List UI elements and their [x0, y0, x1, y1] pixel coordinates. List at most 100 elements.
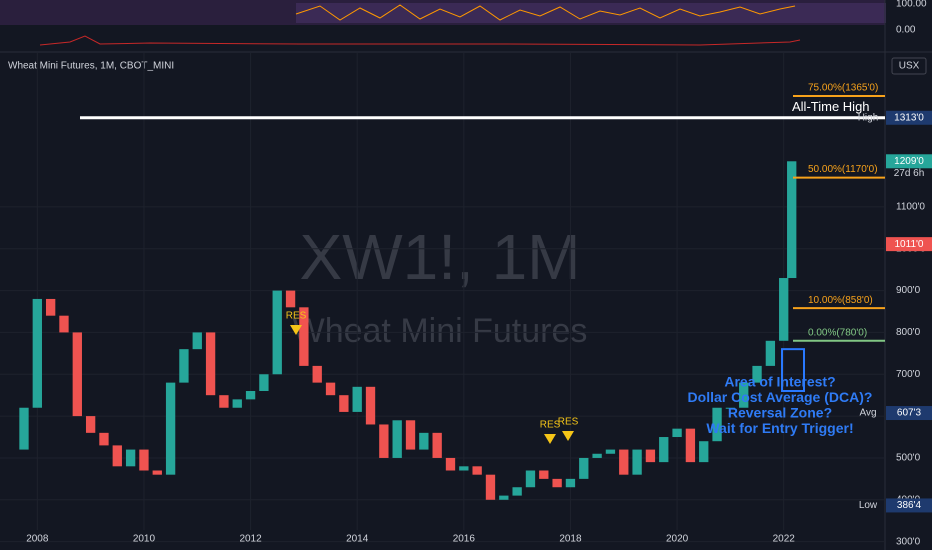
fib-label: 10.00%(858'0) — [808, 295, 873, 306]
res-marker — [544, 434, 556, 444]
zone-box — [781, 348, 805, 393]
fib-label: 50.00%(1170'0) — [808, 164, 878, 175]
res-marker — [562, 431, 574, 441]
price-badge — [886, 237, 932, 252]
res-label: RES — [558, 417, 579, 428]
header-title: Wheat Mini Futures, 1M, CBOT_MINI — [8, 61, 174, 72]
res-marker — [290, 325, 302, 335]
price-badge — [886, 110, 932, 125]
osc-tick: 100.00 — [896, 0, 927, 10]
oscillator-line — [295, 4, 796, 21]
candle — [592, 453, 602, 458]
fib-label: 75.00%(1365'0) — [808, 83, 878, 94]
candle — [139, 449, 149, 471]
candle — [725, 407, 736, 409]
currency: USX — [899, 61, 920, 72]
volume-line — [39, 35, 801, 46]
candle — [352, 386, 362, 412]
candle — [112, 445, 122, 467]
candle — [325, 382, 336, 396]
price-badge-tag: Avg — [859, 408, 876, 419]
candle — [499, 495, 509, 500]
candle — [272, 290, 282, 375]
note-line: Area of Interest? — [724, 374, 835, 390]
candle — [379, 424, 389, 458]
candle — [205, 332, 216, 396]
price-badge-tag: 27d 6h — [894, 168, 925, 179]
candle — [32, 298, 42, 408]
note-line: Wait for Entry Trigger! — [706, 420, 853, 436]
candle — [619, 449, 629, 475]
x-tick-label: 2018 — [559, 534, 582, 545]
candle — [579, 457, 589, 479]
price-badge — [886, 154, 932, 169]
y-tick-label: 500'0 — [896, 453, 921, 464]
x-tick-label: 2020 — [666, 534, 689, 545]
osc-tick: 0.00 — [896, 25, 916, 36]
candle — [392, 420, 402, 458]
candle — [432, 432, 442, 458]
candle — [192, 332, 202, 350]
candle — [85, 416, 96, 433]
candle — [659, 437, 669, 463]
watermark-symbol: XW1!, 1M — [300, 221, 581, 293]
x-tick-label: 2008 — [26, 534, 49, 545]
candle — [19, 407, 29, 450]
candle — [712, 407, 722, 442]
x-tick-label: 2014 — [346, 534, 369, 545]
currency-box — [891, 57, 927, 75]
candle — [299, 307, 309, 366]
candle — [152, 470, 162, 475]
candle — [339, 395, 349, 412]
candle — [99, 432, 109, 446]
candle — [699, 441, 709, 463]
price-badge-label: 607'3 — [897, 408, 922, 419]
res-label: RES — [540, 420, 561, 431]
candle — [752, 365, 762, 383]
x-tick-label: 2016 — [453, 534, 476, 545]
candle — [285, 290, 296, 308]
price-badge-label: 1313'0 — [894, 112, 924, 123]
price-badge-label: 1209'0 — [894, 156, 924, 167]
candle — [645, 449, 656, 463]
price-badge-label: 386'4 — [897, 500, 922, 511]
candle — [685, 428, 696, 463]
candle — [72, 332, 82, 417]
candle — [565, 478, 576, 488]
candle — [219, 395, 229, 408]
candle — [365, 386, 376, 425]
candle — [45, 298, 56, 316]
price-badge-tag: High — [858, 112, 879, 123]
x-tick-label: 2010 — [133, 534, 156, 545]
y-tick-label: 300'0 — [896, 536, 921, 547]
candle — [245, 391, 256, 400]
candle — [125, 449, 136, 467]
candle — [419, 432, 429, 450]
candle — [765, 340, 776, 366]
price-badge — [886, 406, 932, 421]
candle — [512, 487, 522, 496]
res-label: RES — [286, 311, 307, 322]
y-tick-label: 800'0 — [896, 327, 921, 338]
price-badge-tag: Low — [859, 500, 878, 511]
candle — [312, 365, 322, 383]
candle — [165, 382, 176, 475]
candle — [525, 470, 536, 488]
x-tick-label: 2022 — [773, 534, 796, 545]
candle — [739, 382, 749, 408]
candle — [445, 457, 456, 471]
candle — [552, 478, 562, 488]
price-badge — [886, 498, 932, 513]
fib-label: 0.00%(780'0) — [808, 327, 867, 338]
candle — [779, 278, 789, 341]
ath-label: All-Time High — [792, 99, 870, 114]
candle — [259, 374, 269, 391]
candle — [539, 470, 549, 479]
candle — [405, 420, 416, 450]
x-tick-label: 2012 — [239, 534, 262, 545]
candle — [59, 315, 69, 333]
candle — [605, 449, 616, 454]
y-tick-label: 1100'0 — [896, 202, 925, 213]
candle — [472, 466, 482, 475]
note-line: Reversal Zone? — [728, 405, 832, 421]
